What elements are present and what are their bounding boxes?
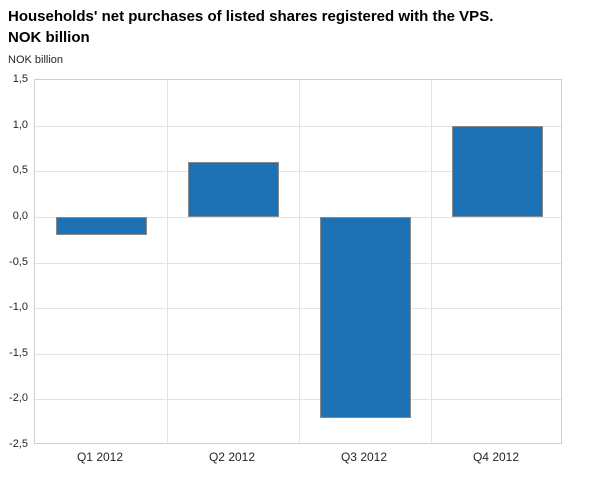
y-axis-unit-label: NOK billion	[8, 54, 64, 66]
y-gridline	[35, 217, 561, 218]
bar-q2-2012[interactable]	[188, 162, 279, 217]
x-gridline	[299, 80, 300, 443]
y-tick-label: -2,5	[9, 438, 28, 450]
y-tick-label: -0,5	[9, 256, 28, 268]
chart-title: Households' net purchases of listed shar…	[8, 6, 598, 48]
y-gridline	[35, 399, 561, 400]
plot-area	[34, 79, 562, 444]
x-tick-label: Q2 2012	[208, 450, 256, 464]
bar-q4-2012[interactable]	[452, 126, 543, 217]
y-tick-label: 0,5	[12, 164, 28, 176]
y-tick-label: 0,0	[12, 210, 28, 222]
x-tick-label: Q4 2012	[472, 450, 520, 464]
y-gridline	[35, 308, 561, 309]
chart-title-line2: NOK billion	[8, 29, 90, 46]
x-tick-label: Q3 2012	[340, 450, 388, 464]
bar-q1-2012[interactable]	[56, 217, 147, 235]
y-gridline	[35, 171, 561, 172]
x-gridline	[167, 80, 168, 443]
chart-title-line1: Households' net purchases of listed shar…	[8, 8, 494, 25]
y-tick-label: -2,0	[9, 392, 28, 404]
x-gridline	[431, 80, 432, 443]
y-gridline	[35, 354, 561, 355]
y-gridline	[35, 126, 561, 127]
y-tick-label: 1,5	[12, 73, 28, 85]
y-tick-label: -1,5	[9, 347, 28, 359]
y-tick-label: -1,0	[9, 301, 28, 313]
bar-q3-2012[interactable]	[320, 217, 411, 418]
x-tick-label: Q1 2012	[76, 450, 124, 464]
y-gridline	[35, 263, 561, 264]
y-tick-label: 1,0	[12, 119, 28, 131]
